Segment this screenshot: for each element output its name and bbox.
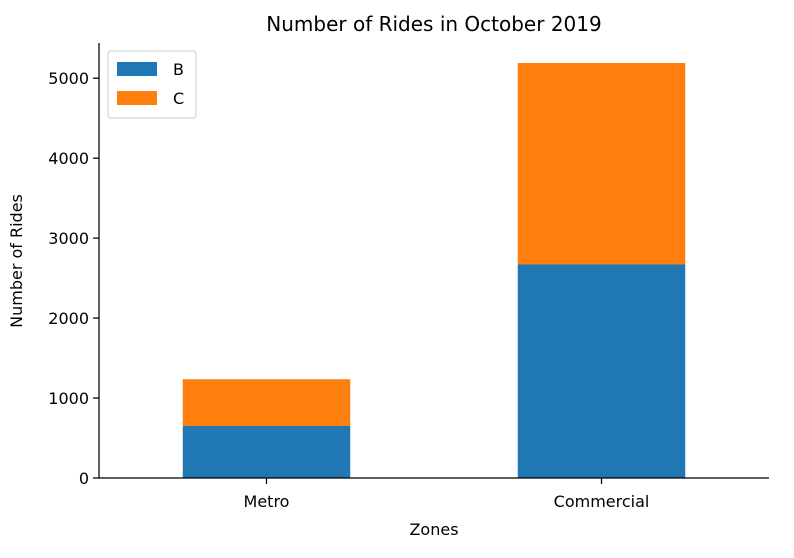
bar-commercial-c [517,62,686,265]
legend-label-c: C [173,89,184,108]
y-tick-label: 3000 [48,229,89,248]
y-tick-label: 2000 [48,309,89,328]
y-tick-label: 0 [79,469,89,488]
bar-metro-b [182,426,351,478]
y-tick-label: 4000 [48,149,89,168]
y-axis-label: Number of Rides [7,194,26,328]
y-axis-ticks: 0 1000 2000 3000 4000 5000 [48,69,99,488]
chart-title: Number of Rides in October 2019 [266,12,601,36]
legend-swatch-c [117,91,157,105]
bar-commercial-b [517,264,686,478]
y-tick-label: 5000 [48,69,89,88]
x-axis-ticks: Metro Commercial [244,478,650,511]
legend-label-b: B [173,60,184,79]
y-tick-label: 1000 [48,389,89,408]
x-tick-label-commercial: Commercial [554,492,650,511]
x-tick-label-metro: Metro [244,492,290,511]
bars-group [182,62,686,478]
bar-metro-c [182,379,351,427]
legend: BC [107,50,197,119]
x-axis-label: Zones [409,520,458,539]
legend-swatch-b [117,62,157,76]
plot-area: 0 1000 2000 3000 4000 5000 Metro Commercial [48,43,769,511]
legend-items: BC [117,60,184,108]
